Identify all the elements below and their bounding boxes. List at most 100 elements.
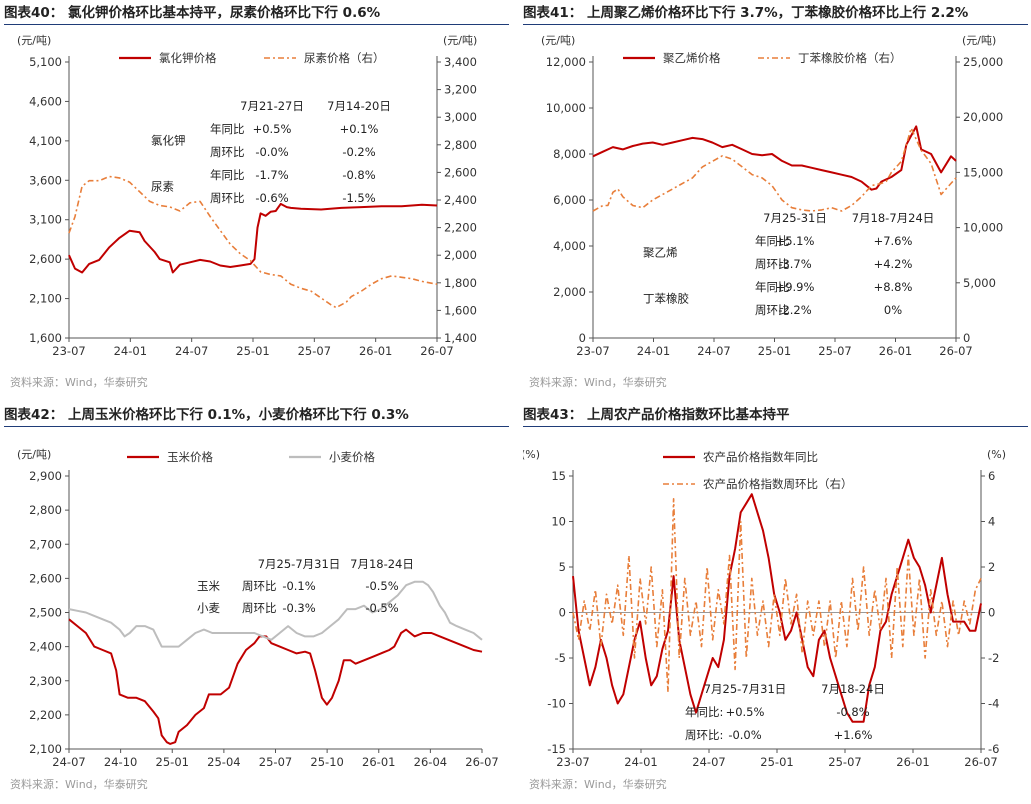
x-tick-label: 26-01 <box>362 755 395 769</box>
panel-title: 图表42： 上周玉米价格环比下行 0.1%，小麦价格环比下行 0.3% <box>4 404 509 427</box>
x-tick-label: 23-07 <box>556 755 589 769</box>
legend-label: 玉米价格 <box>167 450 213 464</box>
annotation-value: +0.5% <box>726 705 765 719</box>
annotation-row-label: 周环比 <box>210 191 245 205</box>
right-tick-label: 20,000 <box>963 110 1003 124</box>
annotation-value: -0.3% <box>282 601 315 615</box>
series-line-0 <box>68 202 438 274</box>
annotation-value: -0.1% <box>282 579 315 593</box>
left-unit-label: (元/吨) <box>17 34 51 47</box>
right-tick-label: 5,000 <box>963 276 996 290</box>
source-note: 资料来源：Wind，华泰研究 <box>10 778 148 791</box>
left-tick-label: 0 <box>559 606 566 620</box>
x-tick-label: 26-01 <box>879 344 912 358</box>
x-tick-label: 25-07 <box>298 344 331 358</box>
annotation-value: -0.6% <box>255 191 288 205</box>
x-tick-label: 26-07 <box>465 755 498 769</box>
left-tick-label: -15 <box>547 742 566 756</box>
annotation-col-header: 7月18-24日 <box>350 557 414 571</box>
left-tick-label: 2,100 <box>29 292 62 306</box>
annotation-row-label: 周环比 <box>755 257 790 271</box>
annotation-row-label: 周环比 <box>210 145 245 159</box>
annotation-value: +1.6% <box>834 728 873 742</box>
annotation-row-label: 周环比 <box>755 303 790 317</box>
x-tick-label: 24-01 <box>624 755 657 769</box>
right-tick-label: 0 <box>988 606 995 620</box>
x-tick-label: 26-04 <box>414 755 447 769</box>
left-tick-label: 2,000 <box>553 285 586 299</box>
annotation-value: +7.6% <box>874 234 913 248</box>
source-note: 资料来源：Wind，华泰研究 <box>529 778 667 791</box>
x-tick-label: 25-07 <box>828 755 861 769</box>
series-line-1 <box>68 580 483 648</box>
x-tick-label: 24-07 <box>692 755 725 769</box>
series-line-0 <box>68 618 483 745</box>
x-tick-label: 24-07 <box>697 344 730 358</box>
annotation-value: 0% <box>884 303 902 317</box>
annotation-value: +5.1% <box>776 234 815 248</box>
right-tick-label: 15,000 <box>963 165 1003 179</box>
annotation-value: -2.2% <box>778 303 811 317</box>
left-tick-label: 4,600 <box>29 94 62 108</box>
x-tick-label: 26-07 <box>939 344 972 358</box>
left-unit-label: (%) <box>523 448 540 461</box>
left-tick-label: 4,000 <box>553 239 586 253</box>
left-tick-label: 10 <box>551 515 566 529</box>
annotation-value: +0.5% <box>253 122 292 136</box>
right-unit-label: (元/吨) <box>962 34 996 47</box>
annotation-value: -0.5% <box>365 579 398 593</box>
panel-corn-wheat: 图表42： 上周玉米价格环比下行 0.1%，小麦价格环比下行 0.3% (元/吨… <box>4 404 516 804</box>
right-tick-label: 1,400 <box>444 331 477 345</box>
right-tick-label: -6 <box>988 742 999 756</box>
annotation-row-label: 年同比: <box>685 705 723 719</box>
right-tick-label: 2 <box>988 560 995 574</box>
annotation-value: -0.5% <box>365 601 398 615</box>
annotation-col-header: 7月18-24日 <box>821 682 885 696</box>
annotation-value: +9.9% <box>776 280 815 294</box>
annotation-col-header: 7月21-27日 <box>240 99 304 113</box>
right-unit-label: (元/吨) <box>443 34 477 47</box>
series-line-1 <box>592 127 957 212</box>
annotation-col-header: 7月25-31日 <box>763 211 827 225</box>
panel-agri-index: 图表43： 上周农产品价格指数环比基本持平 (%) (%) 15 10 5 0 -5 -10 -… <box>523 404 1031 804</box>
right-tick-label: -2 <box>988 651 999 665</box>
left-tick-label: 8,000 <box>553 147 586 161</box>
chart-corn-wheat: (元/吨) 2,900 2,800 2,700 2,600 2,500 2,400 2,300… <box>17 448 499 769</box>
x-tick-label: 23-07 <box>576 344 609 358</box>
series-line-0 <box>592 125 957 191</box>
left-tick-label: 15 <box>551 469 566 483</box>
right-tick-label: -4 <box>988 697 999 711</box>
annotation-col-header: 7月25-7月31日 <box>258 557 341 571</box>
x-tick-label: 25-07 <box>259 755 292 769</box>
annotation-value: -1.5% <box>342 191 375 205</box>
left-tick-label: 12,000 <box>546 55 586 69</box>
right-tick-label: 4 <box>988 515 995 529</box>
legend-label: 丁苯橡胶价格（右） <box>798 51 902 65</box>
source-note: 资料来源：Wind，华泰研究 <box>10 376 148 389</box>
annotation-row-label: 年同比 <box>755 280 790 294</box>
annotation-row-label: 年同比 <box>755 234 790 248</box>
left-unit-label: (元/吨) <box>17 448 51 461</box>
annotation-group-label: 玉米 <box>197 579 220 593</box>
right-unit-label: (%) <box>987 448 1006 461</box>
chart-polyethylene-sbr: (元/吨) (元/吨) 12,000 10,000 8,000 6,000 4,000 2,0… <box>541 34 1003 358</box>
left-tick-label: 2,700 <box>29 537 62 551</box>
panel-polyethylene-sbr: 图表41： 上周聚乙烯价格环比下行 3.7%，丁苯橡胶价格环比上行 2.2% (… <box>523 2 1031 402</box>
legend-label: 农产品价格指数年同比 <box>703 450 818 464</box>
annotation-value: -0.2% <box>342 145 375 159</box>
source-note: 资料来源：Wind，华泰研究 <box>529 376 667 389</box>
left-tick-label: 2,200 <box>29 708 62 722</box>
right-tick-label: 3,400 <box>444 55 477 69</box>
right-tick-label: 2,600 <box>444 165 477 179</box>
x-tick-label: 26-07 <box>420 344 453 358</box>
left-tick-label: 2,900 <box>29 469 62 483</box>
annotation-group-label: 丁苯橡胶 <box>643 292 689 306</box>
legend-label: 氯化钾价格 <box>159 51 217 65</box>
x-tick-label: 24-07 <box>175 344 208 358</box>
series-line-0 <box>572 493 982 723</box>
x-tick-label: 24-01 <box>637 344 670 358</box>
x-tick-label: 24-07 <box>52 755 85 769</box>
annotation-group-label: 尿素 <box>151 180 174 194</box>
x-tick-label: 24-10 <box>104 755 137 769</box>
left-tick-label: 5 <box>559 560 566 574</box>
